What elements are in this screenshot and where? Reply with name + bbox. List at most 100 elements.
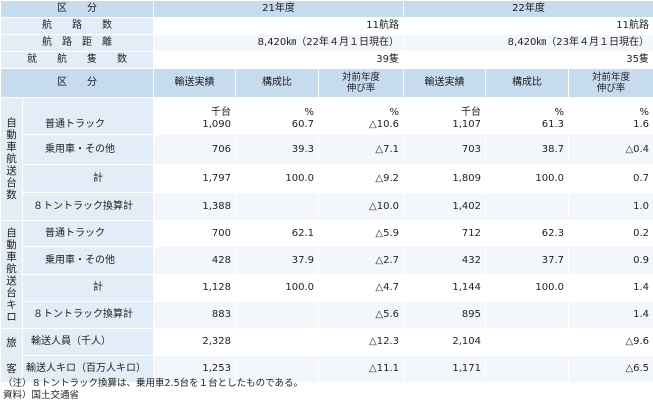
yoy-header-line1: 対前年度	[342, 72, 381, 83]
yoy-header-22: 対前年度 伸び率	[568, 68, 653, 98]
ratio-value-22	[485, 301, 570, 329]
summary-row: 航 路 数 11航路 11航路	[0, 17, 653, 35]
ratio-value-21: 100.0	[235, 274, 319, 302]
transport-value-21: 706	[153, 134, 236, 165]
row-label: ８トントラック換算計	[22, 192, 154, 221]
yoy-value-21: % △10.6	[317, 97, 405, 135]
yoy-value-22: 0.2	[568, 220, 653, 247]
yoy-value-22: 1.4	[568, 301, 653, 329]
unit-label: 千台	[461, 107, 482, 118]
ratio-value-21: % 60.7	[235, 97, 319, 135]
yoy-value-21: △2.7	[317, 246, 405, 275]
transport-value-22: 712	[403, 220, 487, 247]
row-label: ８トントラック換算計	[22, 301, 154, 329]
summary-value-22: 11航路	[403, 17, 653, 35]
yoy-value-22: △9.6	[568, 328, 653, 356]
transport-value-21: 2,328	[153, 328, 236, 356]
table-row: ８トントラック換算計 883 △5.6 895 1.4	[1, 301, 653, 329]
yoy-value-22: 1.0	[568, 192, 653, 221]
yoy-value-22-val: 1.6	[633, 119, 650, 130]
row-label: 普通トラック	[22, 97, 154, 135]
transport-value-21-val: 1,090	[202, 119, 231, 130]
ratio-value-22	[485, 328, 570, 356]
summary-label: 航 路 距 離	[0, 34, 154, 52]
yoy-header-line1: 対前年度	[592, 72, 631, 83]
yoy-value-21: △12.3	[317, 328, 405, 356]
yoy-header-line2: 伸び率	[596, 83, 626, 94]
ratio-header-21: 構成比	[235, 68, 319, 98]
summary-value-21: 8,420㎞（22年４月１日現在）	[152, 34, 405, 52]
ratio-value-21: 62.1	[235, 220, 319, 247]
table-row: ８トントラック換算計 1,388 △10.0 1,402 1.0	[1, 192, 653, 221]
row-label: 普通トラック	[22, 220, 154, 247]
yoy-value-21: △10.0	[317, 192, 405, 221]
yoy-value-21: △4.7	[317, 274, 405, 302]
row-label: 乗用車・その他	[22, 134, 154, 165]
yoy-value-21: △5.9	[317, 220, 405, 247]
yoy-value-22: % 1.6	[568, 97, 653, 135]
transport-value-22: 1,144	[403, 274, 487, 302]
summary-value-21: 11航路	[152, 17, 405, 35]
summary-label: 就 航 隻 数	[0, 51, 154, 69]
transport-value-22: 895	[403, 301, 487, 329]
ratio-value-22: 37.7	[485, 246, 570, 275]
transport-value-22: 1,171	[403, 355, 487, 383]
yoy-value-22: 0.9	[568, 246, 653, 275]
unit-label: %	[639, 107, 650, 118]
kubun-header: 区 分	[0, 0, 154, 18]
transport-value-21: 千台 1,090	[153, 97, 236, 135]
ratio-value-21-val: 60.7	[291, 119, 314, 130]
transport-value-21: 1,388	[153, 192, 236, 221]
ratio-value-21: 37.9	[235, 246, 319, 275]
table-row: 計 1,797 100.0 △9.2 1,809 100.0 0.7	[1, 164, 653, 193]
ratio-value-22-val: 61.3	[541, 119, 565, 130]
year-header-21: 21年度	[152, 0, 405, 18]
table-row: 自動車航送台キロ 普通トラック 700 62.1 △5.9 712 62.3 0…	[0, 220, 653, 329]
note-source: 資料）国土交通省	[3, 389, 80, 401]
transport-value-21: 883	[153, 301, 236, 329]
ratio-value-22: 62.3	[485, 220, 570, 247]
yoy-value-22: 0.7	[568, 164, 653, 193]
row-label: 輸送人キロ（百万人キロ）	[22, 355, 154, 383]
table-row: 乗用車・その他 706 39.3 △7.1 703 38.7 △0.4	[1, 134, 653, 165]
row-label: 乗用車・その他	[22, 246, 154, 275]
table-row: 旅客 輸送人員（千人） 2,328 △12.3 2,104 △9.6	[0, 328, 653, 383]
row-label: 輸送人員（千人）	[22, 328, 154, 356]
ratio-header-22: 構成比	[485, 68, 570, 98]
transport-value-22: 703	[403, 134, 487, 165]
ratio-value-22	[485, 192, 570, 221]
yoy-value-22: 1.4	[568, 274, 653, 302]
table-row: 自動車航送台数 普通トラック 千台 1,090 % 60.7 % △10.6 千台 1,…	[0, 97, 653, 221]
ratio-value-22	[485, 355, 570, 383]
table-row: 輸送人キロ（百万人キロ） 1,253 △11.1 1,171 △6.5	[1, 355, 653, 383]
column-header-row: 区 分 輸送実績 構成比 対前年度 伸び率 輸送実績 構成比 対前年度 伸び率	[0, 68, 653, 98]
yoy-header-21: 対前年度 伸び率	[317, 68, 405, 98]
yoy-value-21: △5.6	[317, 301, 405, 329]
summary-row: 航 路 距 離 8,420㎞（22年４月１日現在） 8,420㎞（23年４月１日…	[0, 34, 653, 52]
ratio-value-21	[235, 355, 319, 383]
unit-label: %	[554, 107, 565, 118]
yoy-value-21: △11.1	[317, 355, 405, 383]
unit-label: %	[304, 107, 314, 118]
transport-value-21: 1,128	[153, 274, 236, 302]
ratio-value-21: 39.3	[235, 134, 319, 165]
transport-value-22: 1,402	[403, 192, 487, 221]
yoy-value-22: △6.5	[568, 355, 653, 383]
ratio-value-22: % 61.3	[485, 97, 570, 135]
note-conversion: （注）８トントラック換算は、乗用車2.5台を１台としたものである。	[3, 378, 304, 389]
transport-value-22: 1,809	[403, 164, 487, 193]
summary-value-22: 8,420㎞（23年４月１日現在）	[403, 34, 653, 52]
yoy-header-line2: 伸び率	[346, 83, 376, 94]
group-label-passengers: 旅客	[0, 328, 23, 383]
summary-value-21: 39隻	[152, 51, 405, 69]
ratio-value-21	[235, 192, 319, 221]
summary-row: 就 航 隻 数 39隻 35隻	[0, 51, 653, 69]
group-label-vehicle-count: 自動車航送台数	[0, 97, 23, 221]
transport-value-22: 432	[403, 246, 487, 275]
transport-value-21: 1,797	[153, 164, 236, 193]
ratio-value-22: 100.0	[485, 274, 570, 302]
row-label: 計	[22, 274, 154, 302]
yoy-value-21: △7.1	[317, 134, 405, 165]
table-notes: （注）８トントラック換算は、乗用車2.5台を１台としたものである。 資料）国土交…	[3, 378, 303, 401]
ratio-value-22: 38.7	[485, 134, 570, 165]
